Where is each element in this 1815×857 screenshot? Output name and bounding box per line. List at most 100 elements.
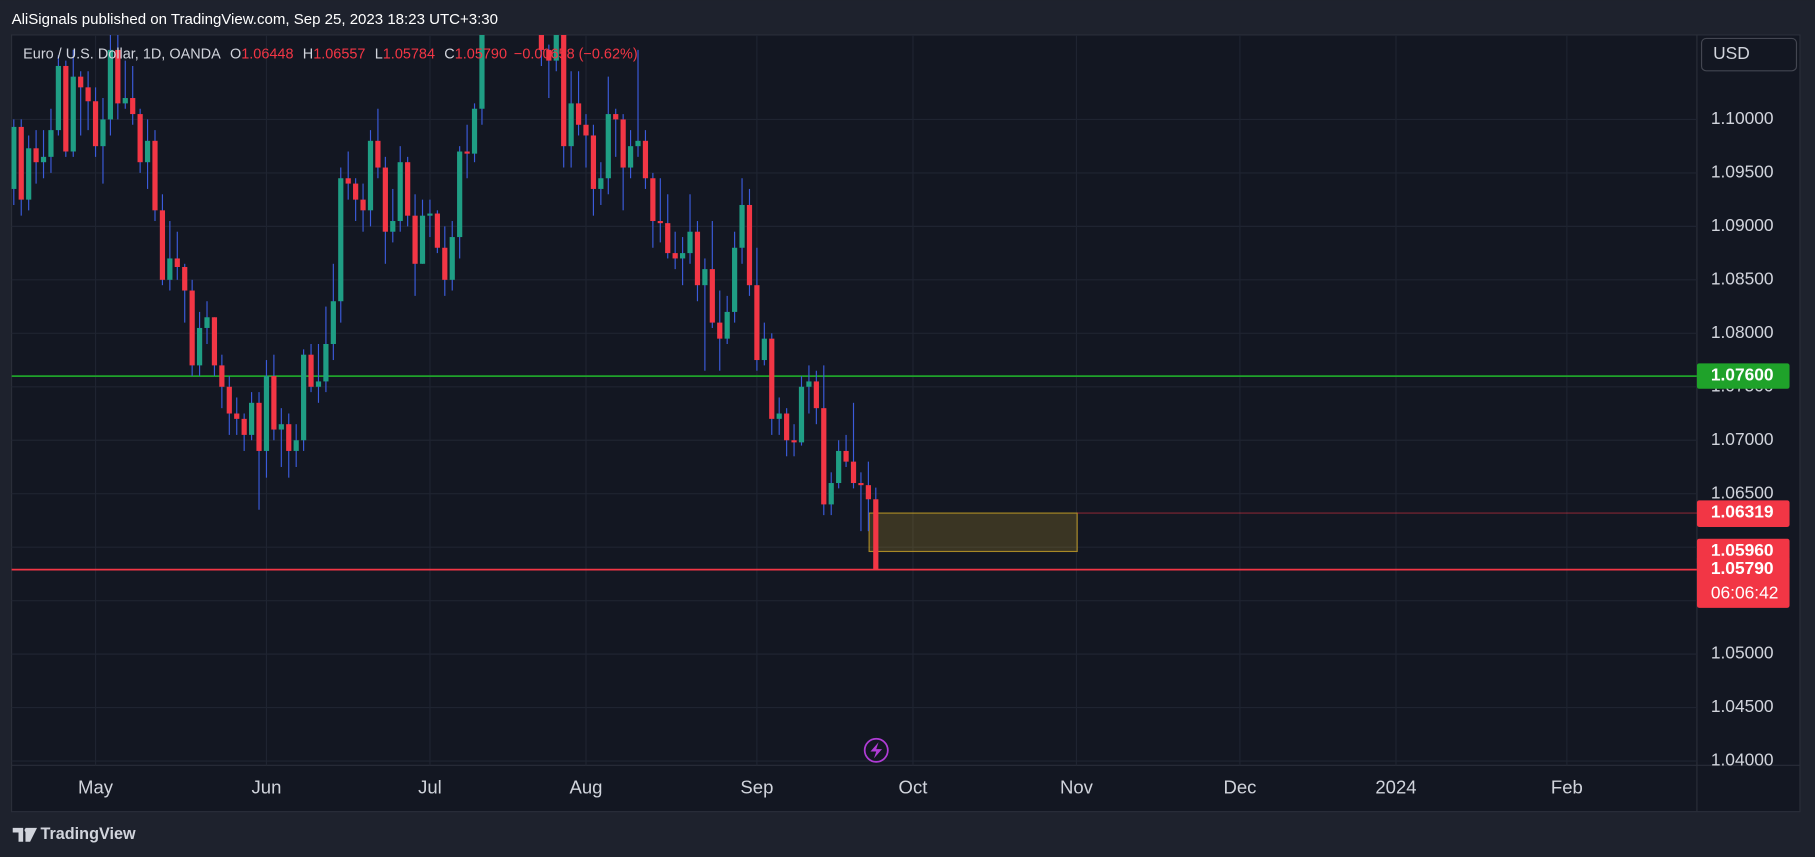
candle-body [746, 204, 753, 286]
zone-top-label: 1.06319 [1711, 502, 1774, 522]
candle-body [419, 215, 426, 264]
candle-body [412, 215, 418, 264]
candle-body [561, 34, 567, 147]
candle-body [471, 108, 478, 154]
candle-body [776, 413, 782, 419]
x-tick-label: 2024 [1375, 776, 1416, 797]
candle-body [100, 119, 106, 147]
header-text: L [375, 46, 383, 62]
x-tick-label: Aug [570, 776, 603, 797]
candle-body [546, 49, 552, 61]
candle-body [40, 156, 47, 163]
candle-body [137, 114, 143, 163]
candle-body [405, 162, 411, 216]
candle-body [345, 178, 351, 184]
candle-body [687, 231, 693, 254]
alert-icon[interactable] [863, 737, 889, 763]
candle-body [11, 126, 17, 189]
last-price-label: 1.05790 [1711, 558, 1774, 578]
header-text: 1.06448 [241, 46, 293, 62]
currency[interactable]: USD [1713, 43, 1750, 63]
candle-body [107, 49, 114, 120]
candle-body [263, 376, 270, 451]
header-text: O [230, 46, 241, 62]
chart-pane [10, 34, 1801, 813]
x-tick-label: Oct [899, 776, 929, 797]
candle-body [70, 76, 76, 152]
y-tick-label: 1.08000 [1711, 322, 1774, 342]
candle-body [627, 146, 634, 168]
candle-body [122, 98, 128, 104]
candle-body [48, 130, 54, 157]
y-tick-label: 1.06500 [1711, 482, 1774, 502]
level-price-tag [1696, 363, 1790, 389]
candle-body [598, 178, 604, 189]
candle-body [78, 76, 84, 88]
candle-body [732, 247, 738, 312]
last-price-tag [1696, 555, 1790, 608]
candle-body [828, 483, 834, 505]
candle-body [798, 386, 805, 443]
candle-body [397, 162, 403, 222]
candle-body [308, 354, 314, 387]
candle-body [286, 424, 292, 451]
candle-body [33, 148, 39, 163]
candle-body [338, 178, 344, 302]
candle-body [219, 365, 225, 387]
candle-body [241, 418, 247, 435]
candle-body [635, 140, 641, 147]
candle-body [353, 183, 359, 200]
candle-body [85, 87, 91, 102]
x-tick-label: Nov [1060, 776, 1094, 797]
candle-body [360, 199, 366, 211]
candle-body [724, 311, 730, 339]
candle-body [63, 65, 69, 152]
level-price-label: 1.07600 [1711, 365, 1774, 385]
header-text: 1.05784 [383, 46, 435, 62]
x-tick-label: Jul [418, 776, 442, 797]
candle-body [858, 483, 864, 486]
candle-body [293, 440, 299, 451]
candle-body [323, 343, 329, 382]
candle-body [390, 221, 396, 232]
candle-body [18, 126, 24, 200]
candle-body [613, 114, 619, 120]
candle-body [672, 253, 678, 259]
candle-body [442, 247, 448, 280]
candle-body [568, 103, 574, 147]
candle-body [642, 140, 649, 179]
candle-body [144, 140, 151, 163]
candle-body [850, 461, 857, 484]
x-tick-label: May [78, 776, 114, 797]
x-tick-label: Sep [740, 776, 773, 797]
y-tick-label: 1.10000 [1711, 108, 1774, 128]
x-tick-label: Dec [1223, 776, 1256, 797]
candle-body [248, 402, 255, 435]
candle-body [189, 290, 195, 366]
candle-body [204, 317, 210, 328]
candle-body [182, 267, 188, 291]
legend-header: Euro / U.S. Dollar, 1D, OANDA O1.06448 H1.… [23, 46, 638, 62]
zone-top-tag [1696, 500, 1790, 527]
candle-body [769, 338, 775, 419]
candle-body [754, 285, 760, 361]
candle-body [702, 269, 708, 286]
candle-body [821, 408, 827, 505]
currency-box[interactable] [1700, 37, 1798, 72]
candle-body [464, 151, 470, 154]
candle-body [709, 269, 715, 323]
candle-body [694, 231, 701, 286]
candle-body [152, 140, 158, 211]
header-text: 1.05790 [455, 46, 507, 62]
publish-note: AliSignals published on TradingView.com,… [12, 11, 498, 28]
candle-body [784, 413, 790, 441]
countdown: 06:06:42 [1711, 583, 1779, 603]
candle-body [457, 151, 463, 238]
candle-body [55, 65, 61, 131]
candle-body [590, 135, 597, 189]
y-tick-label: 1.04000 [1711, 750, 1774, 770]
candle-body [843, 450, 849, 462]
candle-body [226, 386, 232, 414]
x-tick-label: Jun [252, 776, 282, 797]
